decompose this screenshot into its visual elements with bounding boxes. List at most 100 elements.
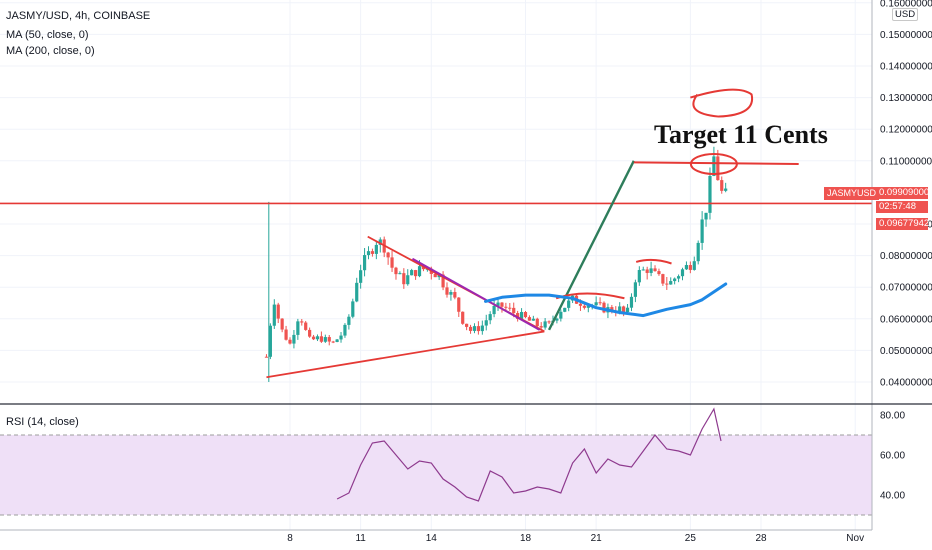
candle-body xyxy=(304,322,308,330)
candle-body xyxy=(547,321,551,323)
candle-body xyxy=(504,306,508,308)
candle-body xyxy=(351,301,355,317)
candle-body xyxy=(433,273,437,278)
x-tick-label: 11 xyxy=(355,533,366,544)
candle-body xyxy=(602,302,606,313)
purple-trendline xyxy=(411,257,541,331)
y-tick-label: 0.05000000 xyxy=(880,346,932,357)
candle-body xyxy=(645,269,649,273)
candle-body xyxy=(315,336,320,340)
rsi-band-fill xyxy=(0,435,872,515)
candle-body xyxy=(712,156,716,176)
candle-body xyxy=(276,304,280,319)
candle-body xyxy=(308,329,312,337)
candle-body xyxy=(653,268,657,272)
candle-body xyxy=(323,337,327,342)
candle-body xyxy=(669,281,673,285)
candle-body xyxy=(374,244,378,254)
ma200-line xyxy=(484,282,728,318)
target-line xyxy=(633,161,799,165)
candle-body xyxy=(378,239,382,245)
target-annotation: Target 11 Cents xyxy=(654,120,828,149)
candle-body xyxy=(417,266,422,277)
y-tick-label: 0.04000000 xyxy=(880,378,932,389)
candle-body xyxy=(292,334,296,344)
candle-body xyxy=(688,265,692,270)
candle-body xyxy=(390,257,394,268)
rsi-legend[interactable]: RSI (14, close) xyxy=(6,416,79,428)
candle-body xyxy=(582,305,586,308)
candle-body xyxy=(288,339,292,344)
candle-body xyxy=(398,273,402,275)
candle-body xyxy=(327,337,331,342)
candle-body xyxy=(665,283,669,285)
candle-body xyxy=(414,270,418,277)
rsi-tick-label: 80.00 xyxy=(880,411,905,422)
candle-body xyxy=(716,156,720,181)
candle-body xyxy=(618,306,622,313)
candle-body xyxy=(586,305,590,308)
candle-body xyxy=(268,325,272,357)
candle-body xyxy=(610,307,614,312)
candle-body xyxy=(539,326,543,328)
y-tick-label: 0.11000000 xyxy=(880,156,932,167)
candle-body xyxy=(461,311,465,324)
symbol-tag: JASMYUSD xyxy=(824,187,880,200)
candle-body xyxy=(272,304,276,326)
y-tick-label: 0.16000000 xyxy=(880,0,932,9)
y-tick-label: 0.07000000 xyxy=(880,283,932,294)
currency-badge[interactable]: USD xyxy=(892,8,919,21)
drawing-layer xyxy=(0,88,872,379)
high-target-circle xyxy=(690,88,754,118)
y-tick-label: 0.12000000 xyxy=(880,125,932,136)
candle-body xyxy=(311,336,316,340)
countdown-tag: 02:57:48 xyxy=(876,201,928,213)
rsi-band xyxy=(0,434,872,516)
candle-body xyxy=(331,341,335,343)
candle-body xyxy=(453,292,457,298)
x-tick-label: 18 xyxy=(520,533,532,544)
candle-body xyxy=(516,313,520,319)
rsi-line xyxy=(336,407,722,502)
candle-body xyxy=(394,267,398,275)
y-tick-label: 0.15000000 xyxy=(880,30,932,41)
candle-body xyxy=(661,274,665,284)
candle-body xyxy=(370,251,375,254)
ma200-legend[interactable]: MA (200, close, 0) xyxy=(6,45,95,57)
candle-body xyxy=(676,276,681,279)
candle-body xyxy=(625,307,630,312)
ma50-legend[interactable]: MA (50, close, 0) xyxy=(6,29,89,41)
candle-body xyxy=(347,316,351,325)
candle-body xyxy=(480,325,484,332)
candle-body xyxy=(339,335,343,340)
candle-body xyxy=(402,273,406,285)
candle-body xyxy=(359,270,363,283)
candle-body xyxy=(500,302,504,307)
candle-body xyxy=(472,326,477,331)
candle-body xyxy=(492,305,496,315)
candle-body xyxy=(300,321,304,323)
ma-series xyxy=(484,282,728,318)
candle-body xyxy=(720,180,724,191)
resistance-arc-2 xyxy=(635,258,672,265)
candle-body xyxy=(637,270,641,283)
candle-body xyxy=(622,306,626,312)
candle-body xyxy=(555,318,559,321)
y-tick-label: 0.06000000 xyxy=(880,314,932,325)
candle-body xyxy=(445,287,449,295)
candle-body xyxy=(488,314,492,321)
candle-body xyxy=(280,318,284,330)
breakout-projection-line xyxy=(547,160,635,331)
candle-body xyxy=(680,269,685,277)
candle-body xyxy=(684,265,689,270)
candle-body xyxy=(465,323,469,327)
candlestick-series xyxy=(264,146,728,382)
symbol-legend[interactable]: JASMY/USD, 4h, COINBASE xyxy=(6,10,151,22)
candle-body xyxy=(649,268,653,273)
candle-body xyxy=(441,274,445,288)
candle-body xyxy=(696,242,700,262)
candle-body xyxy=(700,219,704,243)
candle-body xyxy=(578,303,583,306)
x-tick-label: 21 xyxy=(591,533,603,544)
